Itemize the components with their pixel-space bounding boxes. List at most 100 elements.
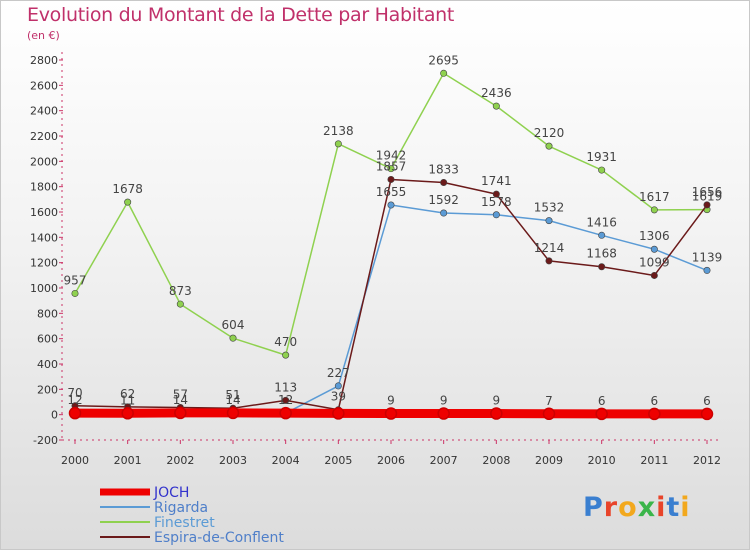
- data-point: [492, 190, 500, 198]
- series-layer: [68, 69, 714, 421]
- data-labels: 12 11 14 14 12 9 9 9 7 6 6 6 227 1655 1592 1578 1532 1416…: [64, 53, 723, 408]
- x-tick-label: 2000: [61, 454, 89, 467]
- chart-title: Evolution du Montant de la Dette par Hab…: [27, 4, 455, 26]
- data-label: 1656: [692, 185, 723, 199]
- data-point: [282, 396, 290, 404]
- data-point: [334, 140, 342, 148]
- x-tick-label: 2010: [588, 454, 616, 467]
- data-label: 12: [67, 393, 82, 407]
- data-point: [121, 407, 134, 420]
- data-label: 2138: [323, 124, 354, 138]
- data-point: [650, 271, 658, 279]
- x-tick-label: 2002: [166, 454, 194, 467]
- y-tick-label: 2400: [30, 105, 58, 118]
- data-point: [703, 201, 711, 209]
- legend-label: Rigarda: [154, 500, 208, 516]
- data-label: 1306: [639, 229, 670, 243]
- data-label: 14: [173, 393, 188, 407]
- y-tick-label: 1000: [30, 282, 58, 295]
- x-tick-label: 2007: [430, 454, 458, 467]
- y-tick-label: 2800: [30, 54, 58, 67]
- data-point: [387, 165, 395, 173]
- data-point: [387, 175, 395, 183]
- data-point: [384, 407, 398, 420]
- x-tick-label: 2012: [693, 454, 721, 467]
- data-point: [598, 166, 606, 174]
- data-label: 1619: [692, 190, 723, 204]
- data-point: [68, 406, 82, 420]
- proxiti-logo: Proxiti: [583, 492, 691, 523]
- logo-letter: r: [603, 492, 619, 523]
- data-point: [545, 142, 553, 150]
- data-label: 1678: [112, 182, 143, 196]
- y-tick-label: 600: [37, 333, 58, 346]
- x-tick-label: 2001: [114, 454, 142, 467]
- data-label: 62: [120, 387, 135, 401]
- x-tick-label: 2005: [324, 454, 352, 467]
- logo-letter: i: [680, 492, 691, 523]
- x-tick-label: 2003: [219, 454, 247, 467]
- data-label: 2436: [481, 86, 512, 100]
- y-tick-label: -200: [33, 434, 58, 447]
- data-label: 1617: [639, 190, 670, 204]
- data-label: 1857: [376, 159, 407, 173]
- series-espira-de-conflent: [71, 175, 711, 414]
- y-tick-label: 1400: [30, 231, 58, 244]
- data-label: 957: [64, 273, 87, 287]
- y-tick-label: 2200: [30, 130, 58, 143]
- data-point: [598, 231, 606, 239]
- data-label: 2120: [534, 126, 565, 140]
- data-label: 14: [225, 393, 240, 407]
- x-tick-label: 2011: [640, 454, 668, 467]
- x-tick-label: 2004: [272, 454, 300, 467]
- chart-subtitle: (en €): [27, 29, 60, 42]
- data-point: [703, 266, 711, 274]
- data-point: [229, 334, 237, 342]
- data-point: [542, 407, 556, 421]
- data-point: [492, 211, 500, 219]
- data-point: [440, 209, 448, 217]
- data-label: 6: [651, 394, 659, 408]
- data-label: 604: [222, 318, 245, 332]
- legend-label: Espira-de-Conflent: [154, 530, 284, 546]
- data-label: 1942: [376, 149, 407, 163]
- legend-label: JOCH: [153, 485, 189, 501]
- data-label: 1931: [586, 150, 617, 164]
- data-point: [545, 217, 553, 225]
- data-point: [650, 245, 658, 253]
- data-label: 227: [327, 366, 350, 380]
- y-tick-label: 800: [37, 307, 58, 320]
- data-point: [440, 69, 448, 77]
- data-point: [545, 257, 553, 265]
- series-line: [74, 72, 708, 356]
- series-joch: [68, 406, 714, 421]
- data-label: 470: [274, 335, 297, 349]
- data-label: 7: [545, 394, 553, 408]
- logo-letter: t: [666, 492, 681, 523]
- data-point: [650, 206, 658, 214]
- data-point: [595, 407, 608, 421]
- data-point: [282, 351, 290, 359]
- data-label: 1214: [534, 241, 565, 255]
- data-label: 57: [173, 387, 188, 401]
- data-point: [334, 382, 342, 390]
- data-point: [440, 178, 448, 186]
- data-label: 1655: [376, 185, 407, 199]
- data-point: [174, 406, 187, 420]
- series-line: [74, 204, 708, 415]
- series-finestret: [71, 69, 711, 359]
- data-label: 6: [598, 394, 606, 408]
- x-tick-label: 2008: [482, 454, 510, 467]
- data-point: [279, 406, 292, 420]
- data-label: 1578: [481, 195, 512, 209]
- data-label: 51: [225, 388, 240, 402]
- data-label: 1592: [428, 193, 459, 207]
- data-point: [226, 406, 240, 420]
- data-label: 1168: [586, 247, 617, 261]
- data-label: 70: [67, 386, 82, 400]
- legend-label: Finestret: [154, 515, 215, 531]
- data-label: 39: [331, 390, 346, 404]
